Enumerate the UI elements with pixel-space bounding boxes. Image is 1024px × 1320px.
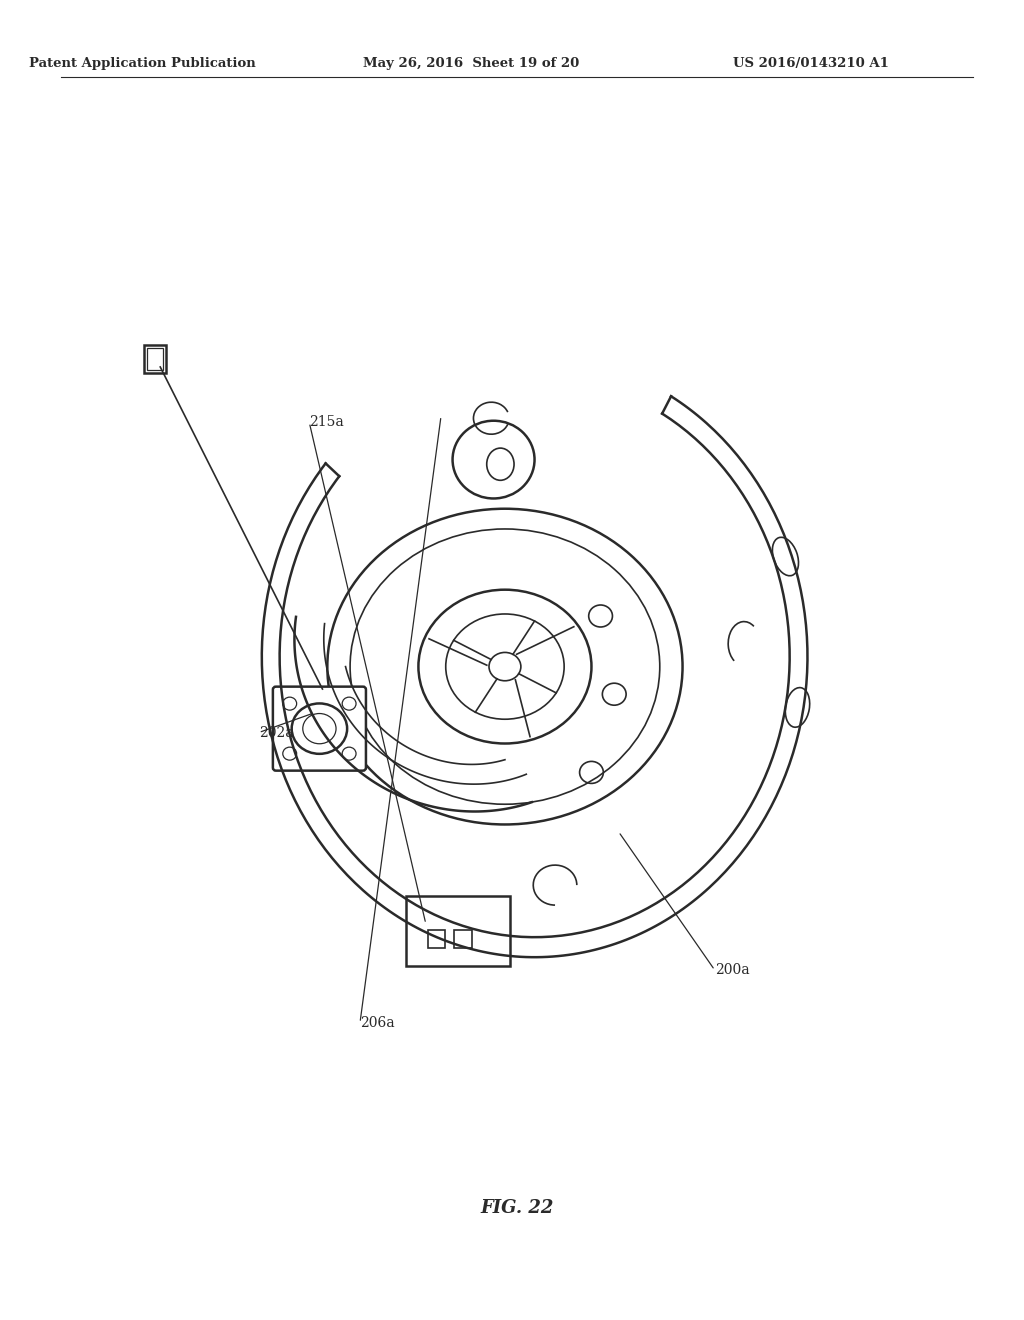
Text: FIG. 22: FIG. 22: [480, 1199, 554, 1217]
Bar: [455, 929, 472, 948]
Text: 215a: 215a: [309, 416, 344, 429]
Text: May 26, 2016  Sheet 19 of 20: May 26, 2016 Sheet 19 of 20: [364, 57, 580, 70]
Bar: [428, 929, 445, 948]
Text: 202a: 202a: [259, 726, 293, 739]
Text: Patent Application Publication: Patent Application Publication: [29, 57, 255, 70]
Text: 206a: 206a: [360, 1016, 394, 1030]
Bar: [407, 895, 510, 966]
FancyBboxPatch shape: [272, 686, 366, 771]
Bar: [144, 345, 166, 374]
Text: US 2016/0143210 A1: US 2016/0143210 A1: [733, 57, 889, 70]
Bar: [147, 348, 163, 370]
Text: 200a: 200a: [715, 964, 750, 977]
